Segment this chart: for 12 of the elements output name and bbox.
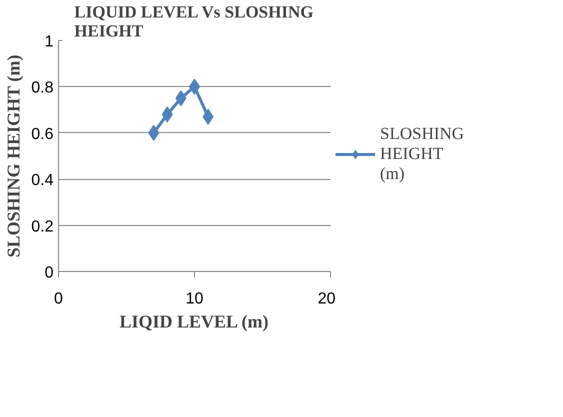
x-tick-label: 10 xyxy=(186,290,204,308)
y-tick-label: 0.4 xyxy=(31,172,54,190)
chart-title: LIQUID LEVEL Vs SLOSHING HEIGHT xyxy=(74,2,314,40)
legend-label: SLOSHING HEIGHT (m) xyxy=(380,124,464,184)
y-tick-label: 0.6 xyxy=(31,126,54,143)
y-tick-label: 1 xyxy=(44,34,54,50)
y-axis-title: SLOSHING HEIGHT (m) xyxy=(3,54,24,258)
y-tick-label: 0 xyxy=(44,264,54,282)
y-tick-label: 0.8 xyxy=(31,80,54,97)
y-tick-label: 0.2 xyxy=(31,218,54,236)
x-axis-title: LIQID LEVEL (m) xyxy=(119,312,269,332)
x-tick-label: 20 xyxy=(318,290,336,308)
